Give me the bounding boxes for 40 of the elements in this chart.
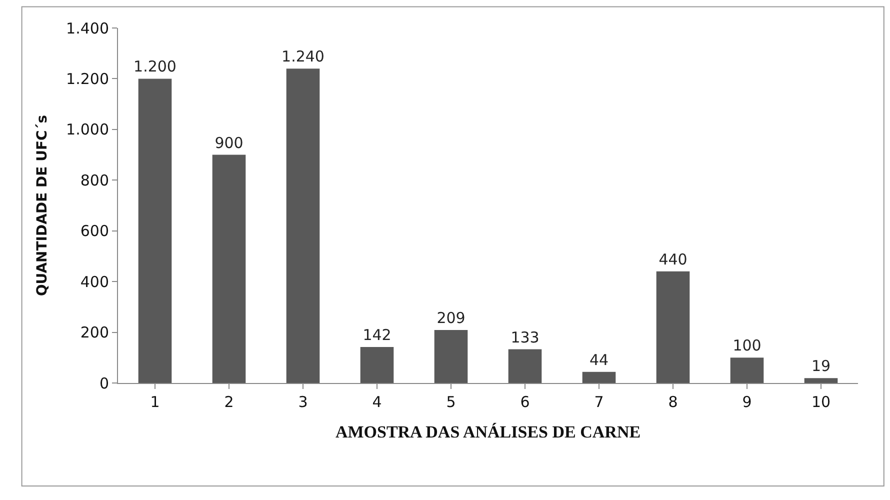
bar [582,372,616,383]
bar [804,378,838,383]
x-tick-label: 2 [224,393,234,411]
data-label: 100 [732,336,762,355]
y-tick-label: 600 [80,222,109,240]
data-label: 209 [436,309,466,327]
data-label: 1.200 [134,58,176,76]
x-tick-label: 8 [668,393,678,411]
bar [212,154,246,383]
y-tick-label: 0 [99,374,109,392]
x-tick-label: 6 [520,393,530,411]
bar [434,330,468,383]
bar [360,346,394,383]
data-label: 142 [362,326,392,344]
y-tick-label: 400 [80,272,109,291]
x-tick-label: 1 [150,393,160,411]
data-label: 900 [214,134,244,152]
data-label: 133 [510,328,540,346]
x-tick-label: 4 [372,393,382,411]
bar [138,78,172,383]
data-label: 44 [589,350,609,369]
y-tick-label: 1.200 [66,70,109,88]
y-tick-label: 1.000 [66,120,109,139]
y-axis-title: QUANTIDADE DE UFC´s [34,114,51,296]
y-tick-label: 200 [80,324,109,342]
x-tick-label: 10 [811,393,831,411]
x-tick-label: 9 [742,393,752,411]
x-tick-label: 5 [446,393,456,411]
bar [656,271,690,383]
y-tick-label: 800 [80,171,109,190]
x-axis-title: AMOSTRA DAS ANÁLISES DE CARNE [335,422,641,442]
bar [286,68,320,383]
x-tick-label: 7 [594,393,604,411]
x-tick-label: 3 [298,393,308,411]
bar [730,358,764,383]
y-tick-label: 1.400 [66,19,109,38]
data-label: 19 [811,357,831,376]
data-label: 1.240 [282,48,324,66]
bar [508,349,542,383]
data-label: 440 [658,250,688,268]
